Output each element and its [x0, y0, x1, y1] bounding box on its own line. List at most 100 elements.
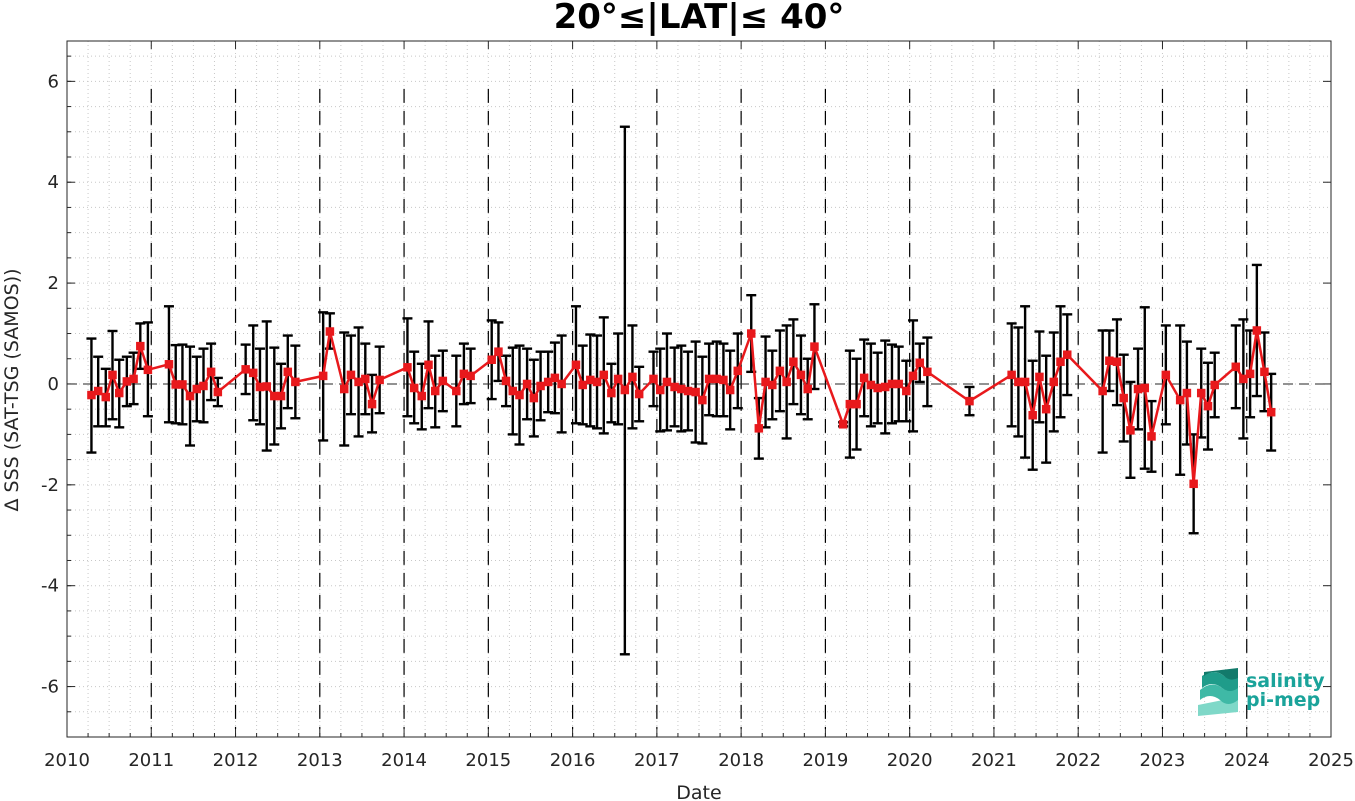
y-tick-label: -2 — [41, 475, 59, 496]
data-point-marker — [375, 375, 384, 385]
data-point-marker — [1041, 404, 1051, 414]
x-tick-label: 2025 — [1308, 750, 1354, 771]
data-point-marker — [838, 420, 848, 429]
data-point-marker — [248, 368, 258, 378]
data-point-marker — [361, 374, 370, 384]
data-point-marker — [122, 377, 132, 386]
data-point-marker — [719, 375, 728, 385]
x-tick-label: 2020 — [887, 750, 933, 771]
data-point-marker — [1189, 479, 1198, 489]
data-point-marker — [698, 395, 707, 405]
data-point-marker — [571, 360, 581, 370]
data-point-marker — [599, 370, 609, 380]
data-point-marker — [129, 374, 138, 384]
data-point-marker — [529, 393, 539, 403]
data-point-marker — [536, 381, 545, 391]
data-point-marker — [522, 379, 532, 389]
data-point-marker — [501, 376, 511, 386]
x-tick-label: 2017 — [634, 750, 680, 771]
data-point-marker — [1126, 426, 1135, 435]
data-point-marker — [733, 366, 743, 376]
x-tick-label: 2023 — [1140, 750, 1186, 771]
data-point-marker — [1266, 407, 1276, 417]
data-point-marker — [880, 382, 890, 392]
x-tick-label: 2010 — [44, 750, 90, 771]
x-tick-label: 2012 — [213, 750, 259, 771]
data-point-marker — [634, 389, 644, 399]
data-point-marker — [586, 375, 595, 385]
data-point-marker — [164, 360, 174, 369]
data-point-marker — [775, 366, 785, 376]
data-point-marker — [452, 386, 461, 396]
data-point-marker — [677, 384, 686, 394]
data-point-marker — [1210, 380, 1219, 390]
data-point-marker — [255, 382, 265, 392]
data-point-marker — [1239, 374, 1248, 384]
data-point-marker — [649, 374, 658, 384]
data-point-marker — [550, 373, 560, 383]
data-point-marker — [1252, 326, 1262, 335]
data-point-marker — [845, 399, 855, 409]
data-point-marker — [1007, 370, 1016, 380]
data-point-marker — [1196, 388, 1206, 398]
data-point-marker — [754, 424, 764, 433]
data-point-marker — [1140, 383, 1150, 393]
data-point-marker — [873, 383, 882, 393]
data-point-marker — [1245, 369, 1255, 379]
data-point-marker — [1028, 410, 1037, 420]
data-point-marker — [746, 329, 756, 338]
data-point-marker — [796, 370, 806, 380]
data-point-marker — [670, 382, 679, 392]
data-point-marker — [761, 377, 770, 387]
logo-line1: salinity — [1246, 670, 1325, 692]
data-point-marker — [789, 357, 798, 367]
data-point-marker — [866, 380, 876, 390]
x-tick-label: 2013 — [297, 750, 343, 771]
data-point-marker — [143, 365, 153, 375]
data-point-marker — [171, 380, 180, 389]
y-tick-label: -4 — [41, 576, 59, 597]
salinity-pi-mep-logo: salinity pi-mep — [1198, 668, 1325, 716]
data-point-marker — [1062, 350, 1072, 359]
data-point-marker — [543, 377, 553, 387]
data-point-marker — [859, 373, 869, 383]
data-point-marker — [508, 386, 518, 396]
data-point-marker — [424, 360, 433, 370]
x-tick-label: 2021 — [971, 750, 1017, 771]
data-point-marker — [87, 390, 96, 400]
x-tick-label: 2011 — [128, 750, 174, 771]
data-point-marker — [810, 342, 819, 351]
x-tick-label: 2019 — [802, 750, 848, 771]
data-point-marker — [1231, 362, 1241, 372]
data-point-marker — [1133, 384, 1143, 394]
data-point-marker — [1049, 377, 1059, 387]
data-point-marker — [592, 377, 602, 387]
y-tick-label: 4 — [48, 172, 59, 193]
wave-logo-icon — [1198, 668, 1238, 716]
data-point-marker — [662, 377, 672, 387]
x-tick-label: 2014 — [381, 750, 427, 771]
data-point-marker — [262, 382, 271, 391]
data-point-marker — [270, 391, 279, 401]
data-point-marker — [192, 384, 202, 394]
y-tick-label: -6 — [41, 677, 59, 698]
data-point-marker — [276, 391, 286, 401]
data-point-marker — [206, 367, 216, 377]
data-point-marker — [1035, 372, 1044, 382]
data-point-marker — [578, 380, 587, 390]
data-point-marker — [346, 370, 356, 380]
x-tick-label: 2015 — [465, 750, 511, 771]
data-point-marker — [691, 387, 700, 397]
data-point-marker — [430, 386, 440, 396]
chart-title: 20°≤|LAT|≤ 40° — [554, 0, 845, 37]
data-point-marker — [515, 390, 524, 400]
data-point-marker — [494, 347, 503, 356]
data-point-marker — [1161, 370, 1171, 380]
data-point-marker — [1014, 377, 1023, 387]
data-point-marker — [768, 380, 777, 390]
x-axis-label: Date — [676, 782, 721, 801]
logo-line2: pi-mep — [1246, 689, 1320, 711]
data-point-marker — [325, 327, 335, 336]
data-point-marker — [213, 387, 223, 397]
